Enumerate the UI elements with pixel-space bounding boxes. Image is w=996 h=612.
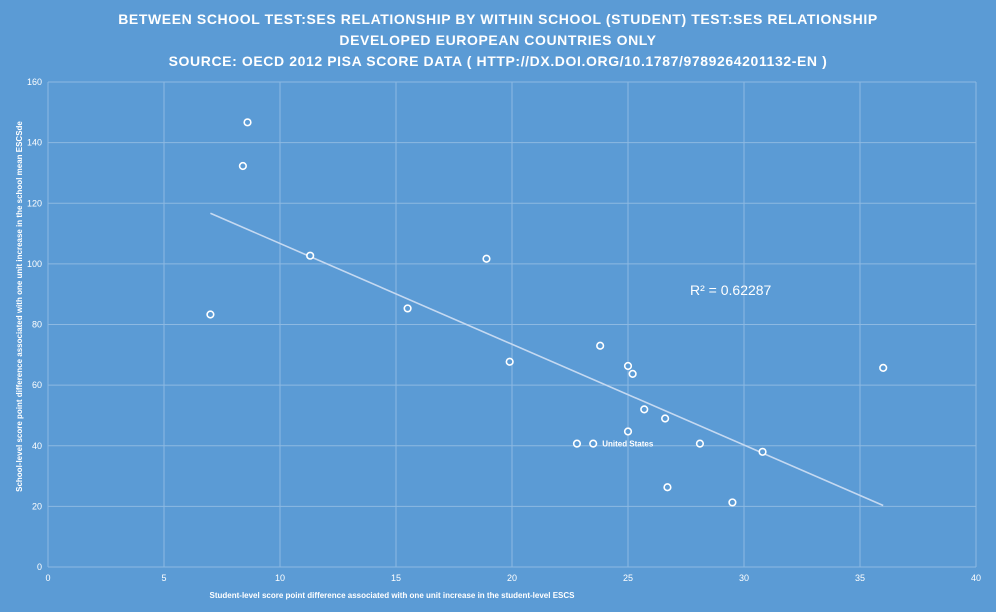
data-point-label: United States xyxy=(602,440,654,449)
y-axis-title: School-level score point difference asso… xyxy=(15,121,24,492)
data-point xyxy=(623,361,633,371)
x-tick-label: 0 xyxy=(45,573,50,583)
chart-title-line-2: DEVELOPED EUROPEAN COUNTRIES ONLY xyxy=(339,32,657,48)
data-point xyxy=(589,439,598,448)
data-point xyxy=(640,405,649,414)
x-tick-label: 30 xyxy=(739,573,749,583)
x-tick-label: 10 xyxy=(275,573,285,583)
x-tick-label: 35 xyxy=(855,573,865,583)
data-point xyxy=(403,304,412,313)
chart-title-line-3: SOURCE: OECD 2012 PISA SCORE DATA ( HTTP… xyxy=(168,53,828,69)
y-tick-label: 120 xyxy=(27,198,42,208)
data-point xyxy=(572,439,582,448)
data-point xyxy=(663,483,672,492)
data-point xyxy=(661,414,670,423)
y-tick-label: 20 xyxy=(32,501,42,511)
data-point xyxy=(206,310,215,319)
data-point xyxy=(628,369,637,379)
x-tick-label: 25 xyxy=(623,573,633,583)
data-point xyxy=(758,447,767,456)
data-point xyxy=(482,254,491,263)
x-tick-label: 40 xyxy=(971,573,981,583)
chart-title: BETWEEN SCHOOL TEST:SES RELATIONSHIP BY … xyxy=(0,9,996,72)
r-squared-label: R² = 0.62287 xyxy=(690,282,772,298)
data-point xyxy=(879,363,888,372)
data-point xyxy=(238,161,247,171)
chart-title-line-1: BETWEEN SCHOOL TEST:SES RELATIONSHIP BY … xyxy=(118,11,878,27)
data-point xyxy=(505,357,514,366)
x-tick-label: 5 xyxy=(161,573,166,583)
data-point xyxy=(306,251,315,260)
y-tick-label: 40 xyxy=(32,441,42,451)
data-point xyxy=(596,341,605,350)
y-tick-label: 60 xyxy=(32,380,42,390)
y-tick-label: 0 xyxy=(37,562,42,572)
y-tick-label: 80 xyxy=(32,320,42,330)
data-point xyxy=(728,498,737,507)
y-tick-label: 140 xyxy=(27,138,42,148)
x-axis-title: Student-level score point difference ass… xyxy=(210,591,576,600)
trendline xyxy=(210,212,884,507)
x-tick-label: 15 xyxy=(391,573,401,583)
data-point xyxy=(695,439,705,448)
y-tick-label: 100 xyxy=(27,259,42,269)
data-point xyxy=(623,427,633,436)
y-tick-label: 160 xyxy=(27,77,42,87)
x-tick-label: 20 xyxy=(507,573,517,583)
data-point xyxy=(243,118,252,127)
